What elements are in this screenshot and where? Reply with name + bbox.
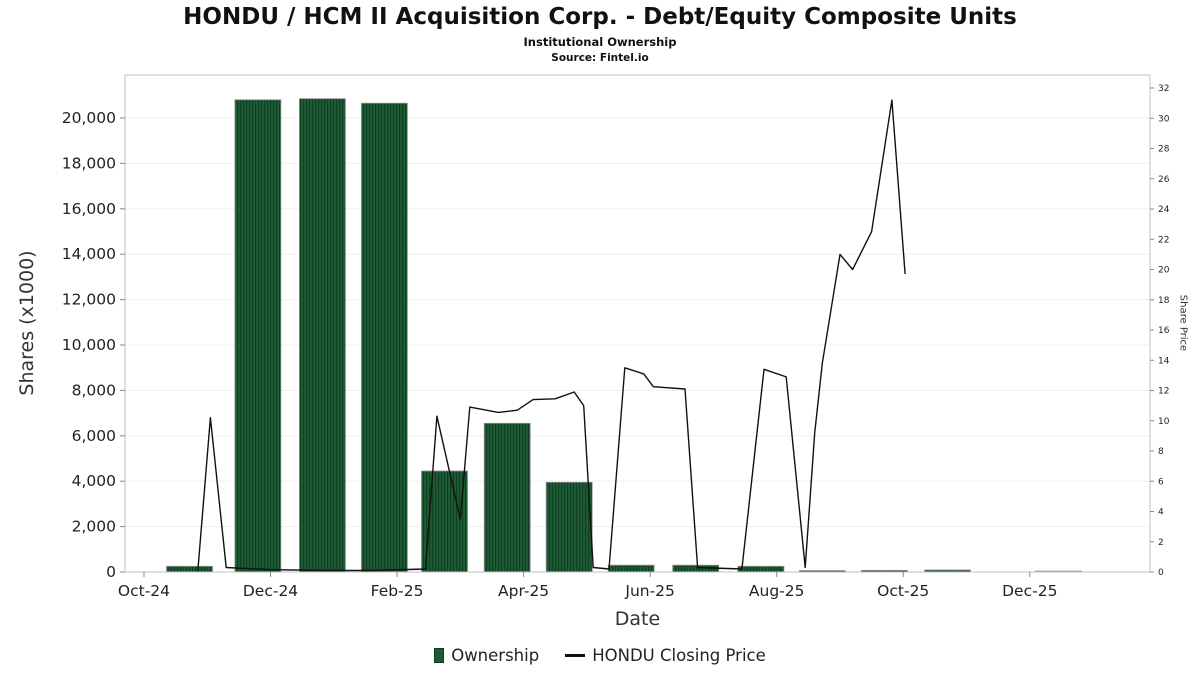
y-right-tick-label: 30: [1158, 114, 1170, 124]
y-left-tick-label: 10,000: [62, 336, 116, 354]
legend-item-price: HONDU Closing Price: [565, 646, 766, 665]
x-tick-label: Aug-25: [749, 582, 805, 600]
ownership-bar: [545, 481, 593, 573]
y-left-tick-label: 12,000: [62, 291, 116, 309]
x-tick-label: Oct-25: [877, 582, 929, 600]
y-right-tick-label: 10: [1158, 417, 1170, 427]
legend-label-ownership: Ownership: [451, 646, 540, 665]
y-right-tick-label: 16: [1158, 326, 1170, 336]
y-left-tick-label: 2,000: [72, 518, 116, 536]
x-tick-label: Feb-25: [371, 582, 424, 600]
x-tick-label: Oct-24: [118, 582, 170, 600]
x-tick-label: Apr-25: [498, 582, 549, 600]
ownership-bar: [737, 565, 785, 573]
y-right-tick-label: 26: [1158, 175, 1170, 185]
price-line-marker-icon: [565, 654, 586, 657]
ownership-bar: [298, 98, 346, 573]
y-right-tick-label: 2: [1158, 538, 1164, 548]
x-tick-label: Dec-24: [243, 582, 298, 600]
y-right-tick-label: 28: [1158, 145, 1170, 155]
ownership-bar: [360, 102, 408, 573]
y-right-tick-label: 22: [1158, 235, 1169, 245]
chart-source: Source: Fintel.io: [551, 51, 649, 64]
ownership-bar: [483, 422, 531, 573]
y-right-tick-label: 18: [1158, 296, 1170, 306]
y-right-tick-label: 0: [1158, 568, 1164, 578]
legend-item-ownership: Ownership: [434, 646, 539, 665]
ownership-bar: [166, 565, 213, 573]
y-right-tick-label: 14: [1158, 356, 1170, 366]
y-right-tick-label: 20: [1158, 266, 1170, 276]
y-right-tick-label: 6: [1158, 477, 1164, 487]
y-right-tick-label: 12: [1158, 387, 1169, 397]
y-left-tick-label: 16,000: [62, 200, 116, 218]
y-left-tick-label: 6,000: [72, 427, 116, 445]
plot-border: [124, 74, 1151, 573]
ownership-bar: [234, 99, 282, 573]
chart-legend: Ownership HONDU Closing Price: [0, 646, 1200, 665]
legend-label-price: HONDU Closing Price: [592, 646, 766, 665]
ownership-bars-group: [166, 98, 1082, 573]
chart-subtitle: Institutional Ownership: [523, 35, 677, 50]
x-tick-label: Dec-25: [1002, 582, 1057, 600]
y-left-tick-label: 8,000: [72, 381, 116, 399]
chart-header: HONDU / HCM II Acquisition Corp. - Debt/…: [0, 4, 1200, 64]
x-axis-title: Date: [614, 608, 661, 630]
y-right-tick-label: 4: [1158, 508, 1164, 518]
x-tick-label: Jun-25: [624, 582, 675, 600]
chart-title: HONDU / HCM II Acquisition Corp. - Debt/…: [183, 4, 1017, 30]
y-right-tick-label: 24: [1158, 205, 1170, 215]
ownership-bar: [607, 564, 655, 573]
y-left-tick-label: 18,000: [62, 154, 116, 172]
y-left-tick-label: 0: [106, 563, 116, 581]
y-axis-left-title: Shares (x1000): [16, 250, 38, 396]
y-left-tick-label: 20,000: [62, 109, 116, 127]
y-left-tick-label: 4,000: [72, 472, 116, 490]
y-right-tick-label: 8: [1158, 447, 1164, 457]
y-right-tick-label: 32: [1158, 84, 1169, 94]
y-left-tick-label: 14,000: [62, 245, 116, 263]
price-line: [197, 99, 906, 572]
ownership-bar-marker-icon: [434, 648, 445, 663]
y-axis-right-title: Share Price: [1177, 294, 1189, 352]
